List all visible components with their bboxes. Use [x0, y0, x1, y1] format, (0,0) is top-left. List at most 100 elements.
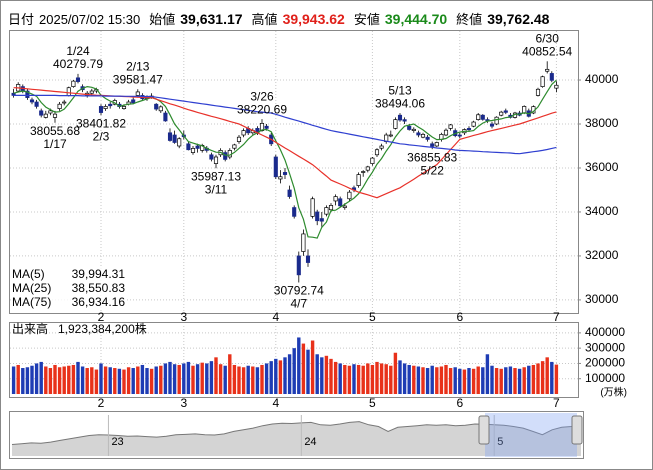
y-tick-label: 400000	[585, 325, 625, 339]
navigator-handle[interactable]	[478, 415, 490, 445]
volume-bar	[145, 368, 149, 394]
annotation-date: 3/11	[205, 182, 228, 196]
volume-bar	[255, 367, 260, 394]
volume-bar	[375, 361, 379, 394]
x-tick-label: 5	[369, 396, 376, 410]
candle-body	[278, 176, 283, 180]
volume-bar	[186, 361, 191, 394]
volume-bar	[99, 363, 103, 394]
volume-bar	[62, 366, 66, 394]
header-value: 39,444.70	[384, 11, 448, 27]
volume-bar	[39, 361, 43, 394]
navigator-area	[12, 421, 581, 456]
volume-bar	[131, 368, 135, 394]
candle-body	[11, 92, 16, 96]
candle-body	[282, 172, 288, 175]
candle-body	[338, 198, 343, 207]
volume-bar	[435, 367, 439, 394]
date-label: 日付	[8, 12, 35, 27]
y-tick-label: 32000	[585, 248, 619, 262]
volume-bar	[159, 365, 163, 394]
volume-bar	[76, 361, 80, 394]
legend-name: MA(5)	[12, 267, 45, 281]
volume-bar	[494, 368, 499, 394]
volume-bar	[517, 368, 522, 394]
volume-bar	[366, 363, 370, 394]
navigator-handle[interactable]	[571, 415, 583, 445]
candle-body	[324, 207, 329, 215]
date: 2025/07/02 15:30	[39, 12, 141, 27]
volume-bar	[352, 364, 356, 394]
volume-bar	[550, 361, 554, 394]
candle-body	[434, 142, 439, 147]
volume-bar	[545, 357, 549, 394]
candle-body	[292, 207, 297, 217]
annotation-date: 3/26	[250, 89, 274, 103]
navigator-label: 23	[111, 436, 123, 448]
volume-bar	[237, 366, 241, 394]
volume-bar	[421, 367, 425, 394]
volume-bar	[108, 367, 112, 394]
volume-bar	[504, 367, 508, 394]
volume-bar	[393, 352, 398, 394]
volume-bar	[527, 365, 531, 394]
y-tick-label: 34000	[585, 204, 619, 218]
y-tick-label: 200000	[585, 356, 625, 370]
volume-bar	[490, 365, 494, 394]
candle-body	[430, 143, 435, 147]
volume-unit: (万株)	[600, 386, 627, 399]
annotation-value: 40852.54	[522, 44, 572, 58]
candle-body	[34, 101, 39, 107]
volume-bar	[389, 365, 393, 394]
volume-bar	[531, 364, 536, 394]
candle-body	[393, 119, 398, 129]
candle-body	[172, 134, 177, 143]
candle-body	[471, 121, 476, 127]
navigator-selection[interactable]	[485, 413, 577, 457]
x-tick-label: 6	[456, 310, 463, 324]
volume-bar	[329, 358, 333, 394]
volume-bar	[315, 354, 319, 394]
candle-body	[62, 101, 67, 104]
volume-bar	[324, 355, 329, 394]
volume-bar	[177, 364, 181, 394]
candle-body	[135, 91, 140, 96]
x-tick-label: 3	[180, 396, 187, 410]
volume-bar	[241, 367, 246, 394]
candle-body	[457, 134, 462, 137]
candle-body	[195, 145, 200, 149]
candle-body	[163, 112, 168, 122]
volume-bar	[246, 365, 250, 394]
candle-body	[52, 113, 58, 118]
volume-total: 1,923,384,200株	[58, 321, 147, 336]
candle-body	[108, 103, 113, 107]
candle-body	[448, 124, 453, 129]
volume-bar	[508, 366, 513, 394]
candle-body	[540, 76, 545, 87]
volume-bar	[67, 365, 71, 394]
candle-body	[347, 191, 352, 200]
volume-bar	[287, 354, 292, 394]
volume-bar	[168, 361, 172, 394]
volume-bar	[57, 367, 62, 394]
volume-bar	[53, 364, 57, 394]
candle-body	[420, 133, 426, 138]
candle-body	[503, 110, 508, 113]
volume-bar	[90, 367, 94, 394]
legend-background	[11, 282, 126, 296]
volume-bar	[278, 360, 283, 394]
candle-body	[315, 211, 320, 222]
x-tick-label: 2	[98, 310, 105, 324]
volume-bar	[536, 363, 540, 394]
candle-body	[305, 255, 311, 263]
candle-body	[236, 136, 242, 142]
navigator-label: 24	[304, 436, 316, 448]
volume-bar	[499, 368, 503, 394]
candle-body	[370, 157, 375, 164]
legend-background	[11, 296, 126, 310]
candle-body	[223, 152, 228, 160]
volume-bar	[384, 364, 388, 394]
volume-bar	[453, 367, 457, 394]
navigator-label: 5	[497, 436, 503, 448]
